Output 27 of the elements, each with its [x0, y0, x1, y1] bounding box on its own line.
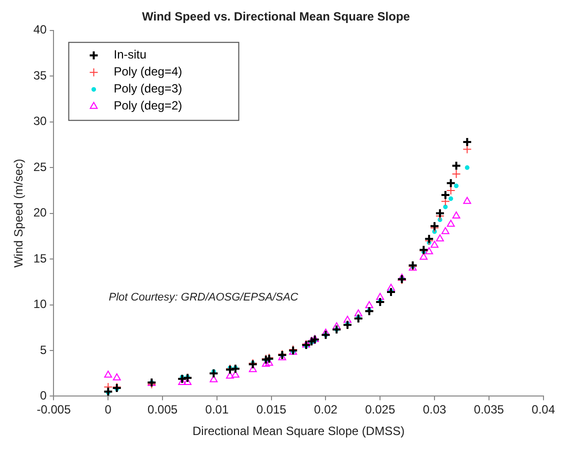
x-tick-label: -0.005 — [36, 402, 72, 417]
y-tick-label: 40 — [33, 22, 48, 37]
x-tick-label: 0.025 — [365, 402, 396, 417]
x-tick-label: 0.015 — [256, 402, 287, 417]
x-tick-label: 0.04 — [532, 402, 556, 417]
x-tick-label: 0.005 — [148, 402, 178, 417]
y-tick-label: 35 — [33, 68, 48, 82]
legend-label: In-situ — [114, 48, 146, 62]
y-axis-title: Wind Speed (m/sec) — [12, 158, 26, 268]
x-tick-label: 0.02 — [314, 402, 338, 417]
x-tick-label: 0 — [104, 402, 112, 417]
x-tick-label: 0.01 — [205, 402, 229, 417]
legend-label: Poly (deg=3) — [114, 82, 182, 96]
y-tick-label: 20 — [33, 206, 48, 220]
y-tick-label: 10 — [33, 297, 48, 312]
y-tick-label: 5 — [40, 342, 48, 357]
legend-label: Poly (deg=4) — [114, 64, 182, 79]
annotation: Plot Courtesy: GRD/AOSG/EPSA/SAC — [108, 291, 298, 304]
chart-title: Wind Speed vs. Directional Mean Square Slope — [142, 10, 410, 24]
y-tick-label: 15 — [33, 251, 48, 266]
y-tick-label: 25 — [33, 160, 48, 174]
y-tick-label: 30 — [33, 114, 48, 128]
legend-label: Poly (deg=2) — [114, 98, 182, 113]
y-tick-label: 0 — [40, 388, 48, 403]
x-tick-label: 0.03 — [422, 402, 447, 417]
x-axis-title: Directional Mean Square Slope (DMSS) — [192, 424, 405, 438]
x-tick-label: 0.035 — [474, 402, 504, 417]
